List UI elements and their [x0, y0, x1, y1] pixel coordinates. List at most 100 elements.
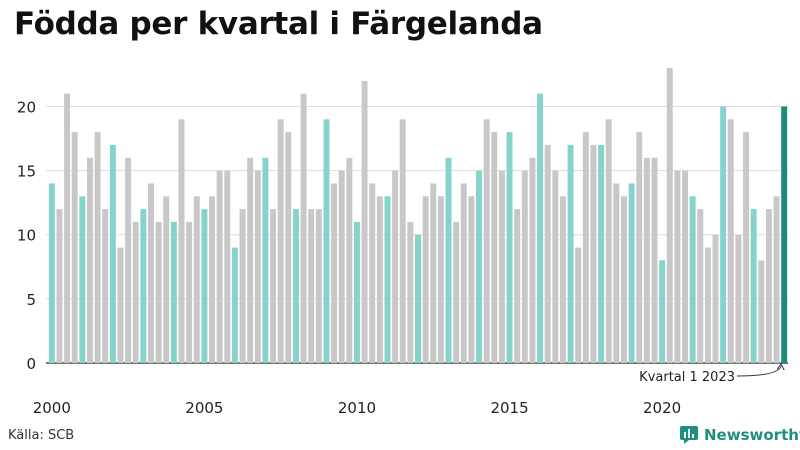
bar — [445, 157, 452, 363]
bar — [178, 119, 185, 363]
annotation-arrow — [736, 365, 782, 377]
bar — [186, 221, 193, 363]
brand-logo[interactable]: Newsworthy — [680, 426, 800, 444]
bar — [300, 93, 307, 364]
bar — [514, 209, 521, 363]
bar — [353, 221, 360, 363]
annotation-arrowhead — [776, 363, 785, 371]
bar — [750, 209, 757, 363]
bar — [94, 132, 101, 363]
annotation-group: Kvartal 1 2023 — [639, 363, 785, 385]
bar — [376, 196, 383, 363]
bar — [308, 209, 315, 363]
bar — [201, 209, 208, 363]
bar — [369, 183, 376, 363]
x-tick-label: 2020 — [643, 399, 681, 417]
bar — [460, 183, 467, 363]
y-tick-label: 20 — [17, 98, 36, 116]
bar — [765, 209, 772, 363]
bar — [384, 196, 391, 363]
newsworthy-logo-icon — [680, 426, 698, 444]
bar — [590, 144, 597, 363]
bar — [773, 196, 780, 363]
x-tick-label: 2005 — [185, 399, 223, 417]
chart-title: Födda per kvartal i Färgelanda — [14, 6, 543, 42]
bar — [727, 119, 734, 363]
bar — [285, 132, 292, 363]
bar — [216, 170, 223, 363]
y-tick-label: 0 — [26, 355, 36, 373]
bar — [704, 247, 711, 363]
bar — [415, 234, 421, 363]
bar — [605, 119, 612, 363]
bar — [346, 157, 353, 363]
bar — [537, 93, 544, 364]
brand-name: Newsworthy — [704, 426, 800, 444]
bar — [64, 93, 71, 364]
x-tick-label: 2015 — [490, 399, 528, 417]
bar — [193, 196, 200, 363]
annotation-label: Kvartal 1 2023 — [639, 370, 735, 385]
bar — [247, 157, 254, 363]
bar — [71, 132, 78, 363]
bar — [125, 157, 132, 363]
bar — [689, 196, 696, 363]
bar — [292, 209, 299, 363]
bar — [430, 183, 437, 363]
bar — [529, 157, 536, 363]
source-label: Källa: SCB — [8, 428, 75, 443]
bar — [567, 144, 574, 363]
bar — [277, 119, 284, 363]
bar — [651, 157, 658, 363]
bar — [155, 221, 162, 363]
bar — [331, 183, 338, 363]
y-tick-label: 5 — [26, 291, 36, 309]
bar — [163, 196, 170, 363]
bar — [682, 170, 688, 363]
bars — [48, 68, 788, 364]
bar — [758, 260, 765, 363]
bar-chart: 0 5 10 15 20 2000 2005 2010 2015 2020 Kvartal 1 … — [17, 68, 788, 417]
y-axis-ticks: 0 5 10 15 20 — [17, 98, 36, 373]
bar — [621, 196, 627, 363]
bar — [582, 132, 589, 363]
bar — [48, 183, 55, 363]
bar — [468, 196, 475, 363]
bar — [781, 106, 788, 363]
bar — [666, 68, 673, 363]
bar — [102, 209, 109, 363]
x-axis-ticks: 2000 2005 2010 2015 2020 — [33, 399, 681, 417]
bar — [598, 144, 605, 363]
bar — [575, 247, 582, 363]
bar — [262, 157, 269, 363]
bar — [109, 144, 116, 363]
bar — [338, 170, 345, 363]
bar — [437, 196, 444, 363]
bar — [132, 221, 139, 363]
bar — [712, 234, 719, 363]
bar — [506, 132, 513, 363]
bar — [498, 170, 505, 363]
bar — [476, 170, 483, 363]
y-tick-label: 15 — [17, 163, 36, 181]
bar — [628, 183, 635, 363]
y-tick-label: 10 — [17, 227, 36, 245]
bar — [56, 209, 63, 363]
bar — [239, 209, 246, 363]
bar — [613, 183, 620, 363]
bar — [323, 119, 330, 363]
bar — [224, 170, 231, 363]
bar — [659, 260, 666, 363]
bar — [117, 247, 124, 363]
bar — [483, 119, 490, 363]
bar — [636, 132, 643, 363]
bar — [148, 183, 154, 363]
bar — [422, 196, 429, 363]
bar — [231, 247, 238, 363]
bar — [170, 221, 177, 363]
bar — [491, 132, 498, 363]
x-tick-label: 2000 — [33, 399, 71, 417]
bar — [453, 221, 460, 363]
bar — [735, 234, 742, 363]
bar — [392, 170, 399, 363]
